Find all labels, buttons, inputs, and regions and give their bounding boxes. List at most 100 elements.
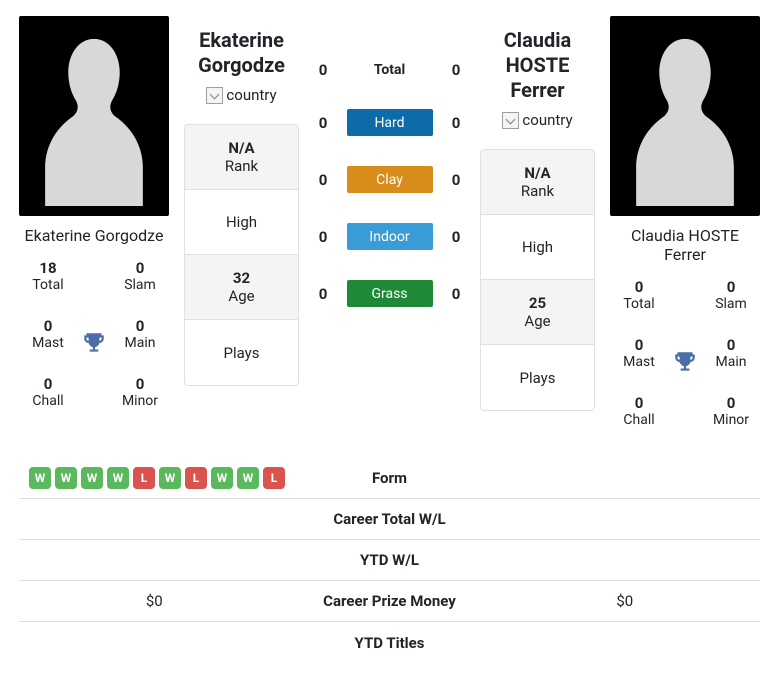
h2h-p1-total: 0 [314, 61, 332, 79]
player1-titles-grid: 18 Total 0 Slam 0 Mast 0 Main [19, 259, 169, 409]
silhouette-icon [620, 26, 750, 206]
player2-minor-lab: Minor [713, 412, 749, 428]
player2-country-alt: country [522, 111, 572, 129]
player2-bio-table: N/A Rank High 25 Age Plays [480, 149, 595, 411]
h2h-badge-indoor[interactable]: Indoor [347, 223, 433, 250]
player1-card: Ekaterine Gorgodze 18 Total 0 Slam 0 Mas… [19, 16, 169, 409]
h2h-badge-clay[interactable]: Clay [347, 166, 433, 193]
player1-main-val: 0 [136, 317, 145, 335]
h2h-badge-grass[interactable]: Grass [347, 280, 433, 307]
player2-bio-col: Claudia HOSTE Ferrer country N/A Rank Hi… [480, 16, 595, 411]
player1-mast-val: 0 [44, 317, 53, 335]
player2-main-lab: Main [716, 354, 747, 370]
player1-chall-val: 0 [44, 375, 53, 393]
player2-chall-val: 0 [635, 394, 644, 412]
comparison-table: WWWWLWLWWL Form Career Total W/L YTD W/L… [19, 458, 760, 663]
form-badge-l[interactable]: L [133, 467, 155, 489]
player1-age-lab: Age [228, 287, 254, 305]
row-ytd-wl: YTD W/L [19, 540, 760, 581]
player2-age-lab: Age [524, 312, 550, 330]
player2-name-top[interactable]: Claudia HOSTE Ferrer [480, 28, 595, 103]
player2-name-under[interactable]: Claudia HOSTE Ferrer [610, 226, 760, 264]
label-career-prize: Career Prize Money [290, 592, 490, 610]
player1-bio-table: N/A Rank High 32 Age Plays [184, 124, 299, 386]
form-badge-l[interactable]: L [185, 467, 207, 489]
h2h-p2-indoor: 0 [447, 228, 465, 246]
player1-chall-lab: Chall [32, 393, 63, 409]
label-ytd-wl: YTD W/L [290, 551, 490, 569]
form-badge-w[interactable]: W [211, 467, 233, 489]
trophy-icon [672, 349, 698, 375]
player1-total-lab: Total [32, 277, 63, 293]
h2h-p2-clay: 0 [447, 171, 465, 189]
player1-main-lab: Main [125, 335, 156, 351]
h2h-row-grass: 0Grass0 [314, 280, 465, 307]
player1-high-lab: High [226, 213, 257, 231]
player2-photo [610, 16, 760, 216]
player2-country: country [502, 111, 572, 129]
player2-slam-lab: Slam [715, 296, 747, 312]
h2h-p1-clay: 0 [314, 171, 332, 189]
silhouette-icon [29, 26, 159, 206]
broken-image-icon [206, 87, 223, 104]
player2-mast-lab: Mast [623, 354, 655, 370]
h2h-row-hard: 0 Hard 0 [314, 109, 465, 136]
label-ytd-titles: YTD Titles [290, 634, 490, 652]
player1-career-prize: $0 [19, 592, 290, 610]
form-badge-w[interactable]: W [159, 467, 181, 489]
form-badge-w[interactable]: W [107, 467, 129, 489]
player2-minor-val: 0 [727, 394, 736, 412]
form-badge-l[interactable]: L [263, 467, 285, 489]
player2-slam-val: 0 [727, 278, 736, 296]
player2-rank-val: N/A [524, 164, 550, 182]
h2h-row-clay: 0 Clay 0 [314, 166, 465, 193]
trophy-icon [81, 330, 107, 356]
h2h-row-indoor: 0 Indoor 0 [314, 223, 465, 250]
player2-total-lab: Total [623, 296, 654, 312]
player1-mast-lab: Mast [32, 335, 64, 351]
player1-slam-val: 0 [136, 259, 145, 277]
player2-age-val: 25 [529, 294, 546, 312]
player2-plays-lab: Plays [520, 369, 556, 387]
h2h-p1-grass: 0 [314, 285, 332, 303]
h2h-p1-indoor: 0 [314, 228, 332, 246]
player2-main-val: 0 [727, 336, 736, 354]
player1-rank-lab: Rank [225, 157, 258, 175]
form-badge-w[interactable]: W [29, 467, 51, 489]
player1-minor-val: 0 [136, 375, 145, 393]
player2-mast-val: 0 [635, 336, 644, 354]
row-career-prize: $0 Career Prize Money $0 [19, 581, 760, 622]
h2h-label-total: Total [347, 62, 433, 78]
form-badge-w[interactable]: W [55, 467, 77, 489]
player1-bio-col: Ekaterine Gorgodze country N/A Rank High… [184, 16, 299, 386]
player1-minor-lab: Minor [122, 393, 158, 409]
form-badge-w[interactable]: W [81, 467, 103, 489]
label-form: Form [290, 469, 490, 487]
player2-chall-lab: Chall [623, 412, 654, 428]
row-form: WWWWLWLWWL Form [19, 458, 760, 499]
label-career-total-wl: Career Total W/L [290, 510, 490, 528]
player1-photo [19, 16, 169, 216]
player1-country: country [206, 86, 276, 104]
h2h-p2-hard: 0 [447, 114, 465, 132]
h2h-badge-hard[interactable]: Hard [347, 109, 433, 136]
player2-high-lab: High [522, 238, 553, 256]
player1-country-alt: country [226, 86, 276, 104]
player1-name-under[interactable]: Ekaterine Gorgodze [25, 226, 164, 245]
player1-plays-lab: Plays [224, 344, 260, 362]
player1-name-top[interactable]: Ekaterine Gorgodze [184, 28, 299, 78]
player1-slam-lab: Slam [124, 277, 156, 293]
player1-form-badges: WWWWLWLWWL [19, 467, 290, 489]
row-ytd-titles: YTD Titles [19, 622, 760, 663]
form-badge-w[interactable]: W [237, 467, 259, 489]
player2-total-val: 0 [635, 278, 644, 296]
player2-rank-lab: Rank [521, 182, 554, 200]
player2-career-prize: $0 [490, 592, 761, 610]
h2h-p2-total: 0 [447, 61, 465, 79]
player2-card: Claudia HOSTE Ferrer 0 Total 0 Slam 0 Ma… [610, 16, 760, 428]
player1-rank-val: N/A [228, 139, 254, 157]
broken-image-icon [502, 112, 519, 129]
row-career-total-wl: Career Total W/L [19, 499, 760, 540]
top-row: Ekaterine Gorgodze 18 Total 0 Slam 0 Mas… [19, 16, 760, 428]
h2h-p1-hard: 0 [314, 114, 332, 132]
